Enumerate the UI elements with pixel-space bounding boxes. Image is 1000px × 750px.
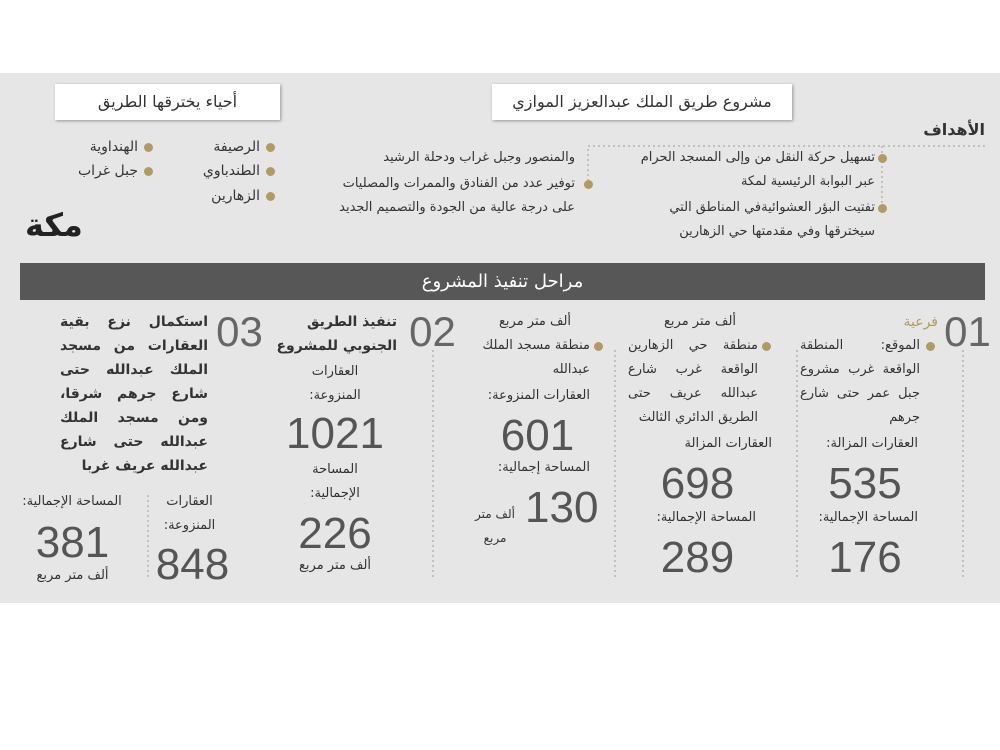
count: 848 [155,540,230,589]
goal: والمنصور وجبل غراب ودحلة الرشيد [383,150,575,165]
goal: تفتيت البؤر العشوائيةفي المناطق التي سيخ… [669,200,875,239]
title: مشروع طريق الملك عبدالعزيز الموازي [492,84,792,120]
area: 226 [298,509,372,558]
logo: مكة [25,206,83,244]
count: 698 [660,459,735,508]
bullet [266,143,275,152]
neighborhood: الهنداوية [89,139,138,155]
area-label: المساحة الإجمالية: [22,494,122,509]
count: 601 [500,411,575,460]
neighborhoods-title: أحياء يخترقها الطريق [55,84,280,120]
bullet [266,192,275,201]
phase-label: استكمال نزع بقية العقارات من مسجد الملك … [60,314,208,474]
area-label: المساحة الإجمالية: [818,510,918,525]
goal: تسهيل حركة النقل من وإلى المسجد الحرام ع… [640,150,875,189]
area: 289 [660,533,735,582]
phases-banner: مراحل تنفيذ المشروع [20,263,985,300]
bullet [878,204,887,213]
goal: توفير عدد من الفنادق والممرات والمصليات … [339,176,575,215]
area-label: المساحة الإجمالية: [310,462,360,501]
count-label: العقارات المنزوعة: [309,364,361,403]
area-label: المساحة الإجمالية: [656,510,756,525]
area-unit: ألف متر مربع [298,558,372,573]
bullet [926,342,935,351]
area-unit: ألف متر مربع [663,314,737,329]
zone-location: منطقة مسجد الملك عبدالله [482,338,591,377]
zone-location: الموقع: المنطقة الواقعة غرب مشروع جبل عم… [800,338,920,425]
area-unit: ألف متر مربع [498,314,572,329]
phase-label: فرعية [903,314,938,330]
phase-number: 02 [409,308,456,355]
area: 381 [35,518,110,567]
goals-heading: الأهداف [923,120,985,139]
neighborhood: الزهارين [211,188,260,204]
neighborhood: الرصيفة [213,139,260,155]
count: 535 [828,459,902,508]
count-label: العقارات المنزوعة: [487,388,590,403]
neighborhood: جبل غراب [77,163,138,179]
area-label: المساحة إجمالية: [497,460,590,475]
area: 176 [828,533,902,582]
area-unit: ألف متر مربع [475,507,515,545]
bullet [584,180,593,189]
count-label: العقارات المزالة [684,436,772,451]
bullet [878,154,887,163]
area-unit: ألف متر مربع [36,568,109,583]
panel [0,73,1000,603]
bullet [144,167,153,176]
bullet [594,342,603,351]
phase-label: تنفيذ الطريق الجنوبي للمشروع [276,314,397,354]
neighborhood: الطندباوي [202,163,260,179]
count-label: العقارات المنزوعة: [163,494,216,533]
bullet [266,167,275,176]
count: 1021 [286,409,384,458]
phase-number: 03 [216,308,263,355]
area: 130 [525,483,599,532]
zone-location: منطقة حي الزهارين الواقعة غرب شارع عبدال… [628,338,758,425]
bullet [762,342,771,351]
count-label: العقارات المزالة: [826,436,918,451]
bullet [144,143,153,152]
phase-number: 01 [944,308,991,355]
